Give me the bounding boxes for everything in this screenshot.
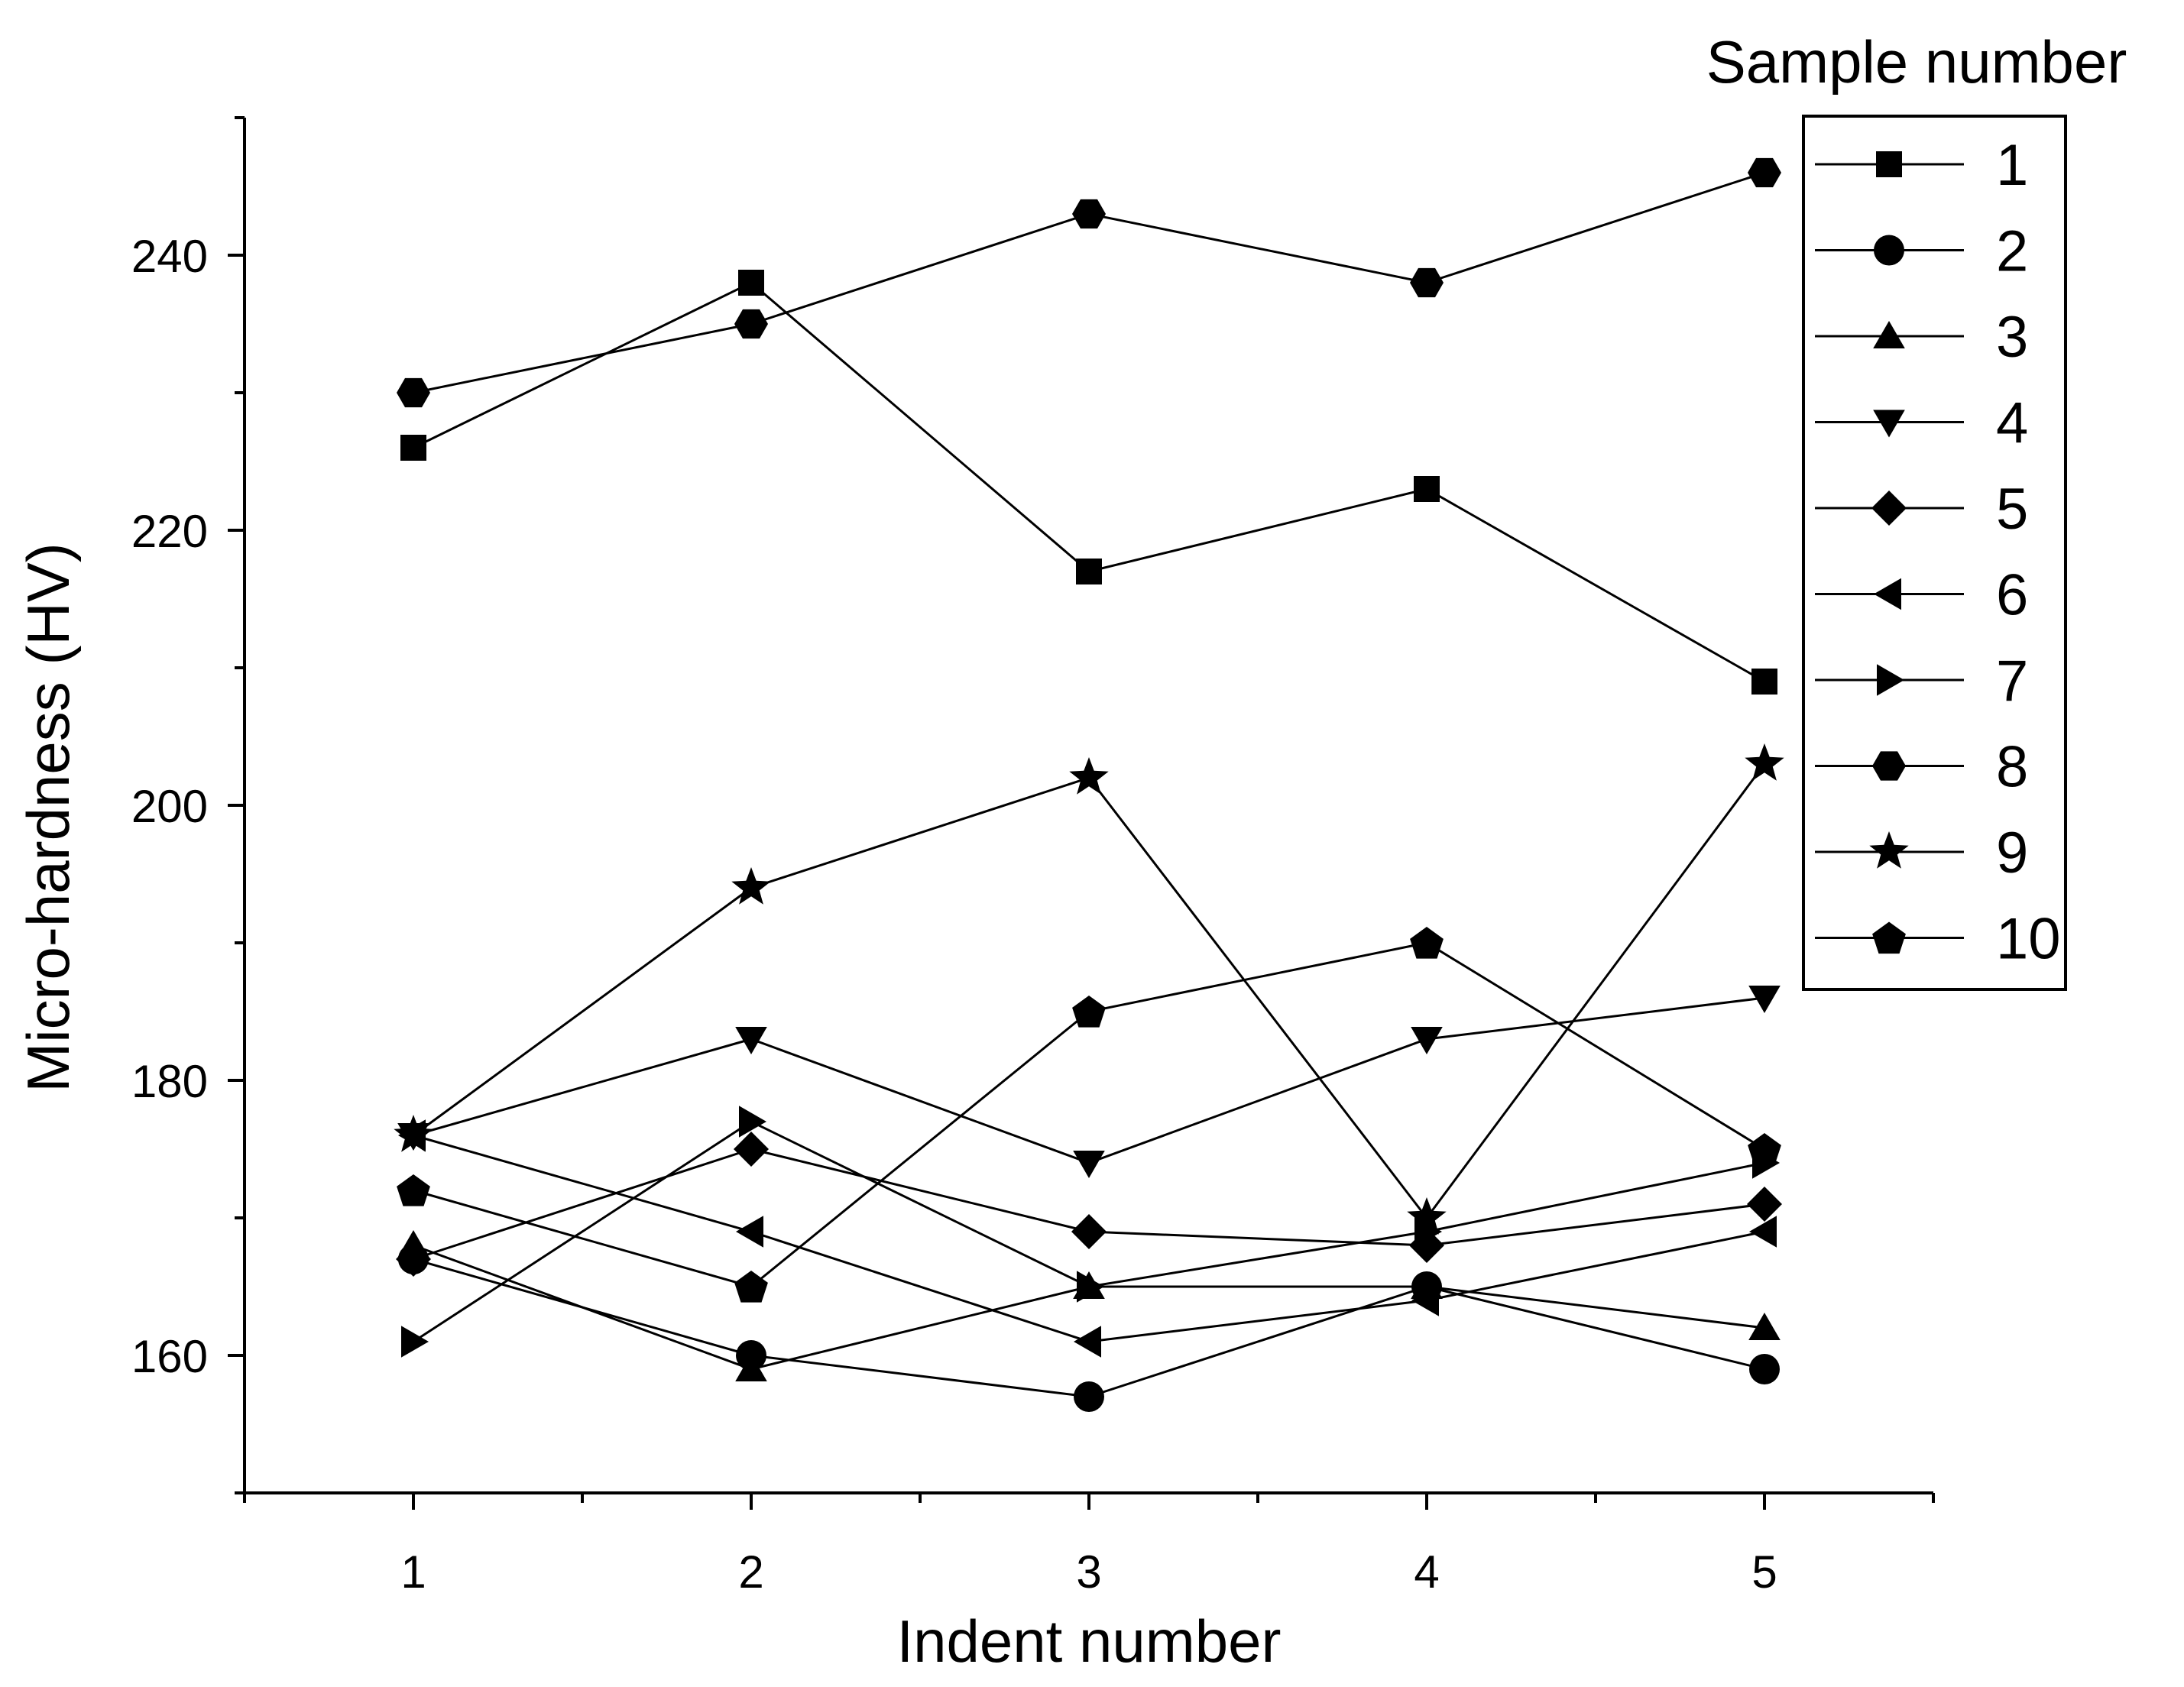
data-point xyxy=(1074,1326,1101,1358)
legend-marker xyxy=(1874,578,1901,610)
data-point xyxy=(396,1242,431,1277)
data-point xyxy=(734,1271,768,1303)
data-point xyxy=(1748,1133,1781,1165)
data-point xyxy=(734,1132,769,1167)
data-point xyxy=(1411,1284,1439,1316)
legend-marker xyxy=(1871,491,1907,526)
legend-label: 10 xyxy=(1996,907,2061,972)
legend-box xyxy=(1802,115,2067,991)
legend-label: 2 xyxy=(1996,219,2028,284)
legend-item-3: 3 xyxy=(1815,305,2028,370)
series-2 xyxy=(398,1244,1780,1412)
data-point xyxy=(397,1174,430,1206)
legend-item-5: 5 xyxy=(1815,477,2028,542)
legend-item-9: 9 xyxy=(1815,821,2028,886)
data-point xyxy=(736,1216,763,1248)
x-tick-label: 5 xyxy=(1751,1546,1777,1598)
series-10 xyxy=(397,927,1781,1303)
data-point xyxy=(1749,1216,1777,1248)
series-line xyxy=(413,281,1765,683)
x-tick-label: 1 xyxy=(400,1546,426,1598)
legend-marker xyxy=(1877,664,1904,696)
y-axis-label: Micro-hardness (HV) xyxy=(15,542,82,1092)
data-point xyxy=(1410,927,1444,959)
axes: 1 2 3 4 5 160 180 200 220 240 xyxy=(131,116,1935,1598)
legend-item-7: 7 xyxy=(1815,649,2028,714)
y-tick-label: 160 xyxy=(131,1331,208,1382)
legend-marker xyxy=(1873,321,1905,348)
series-line xyxy=(413,1244,1765,1371)
legend-title: Sample number xyxy=(1706,28,2127,96)
legend-label: 4 xyxy=(1996,391,2028,456)
legend-item-10: 10 xyxy=(1815,907,2061,972)
series-7 xyxy=(401,1106,1780,1358)
legend-marker xyxy=(1873,410,1905,438)
data-point xyxy=(739,1106,766,1138)
x-tick-label: 4 xyxy=(1414,1546,1439,1598)
series-1 xyxy=(400,270,1777,695)
legend-marker xyxy=(1872,751,1906,781)
legend-label: 7 xyxy=(1996,649,2028,714)
data-point xyxy=(1074,1381,1104,1412)
legend-marker xyxy=(1872,921,1906,954)
data-point xyxy=(394,1115,433,1152)
legend-label: 6 xyxy=(1996,563,2028,628)
y-tick-label: 180 xyxy=(131,1056,208,1107)
data-point xyxy=(738,270,764,296)
data-point xyxy=(1751,669,1777,695)
legend-label: 9 xyxy=(1996,821,2028,886)
data-point xyxy=(1073,1151,1105,1178)
legend-item-8: 8 xyxy=(1815,735,2028,800)
legend-item-4: 4 xyxy=(1815,391,2028,456)
data-point xyxy=(1411,1027,1443,1054)
data-point xyxy=(1077,1271,1104,1303)
x-tick-label: 2 xyxy=(738,1546,763,1598)
data-point xyxy=(1076,559,1102,584)
y-tick-label: 220 xyxy=(131,506,208,557)
legend-item-2: 2 xyxy=(1815,219,2028,284)
data-point xyxy=(1748,986,1781,1013)
data-point xyxy=(1414,476,1440,502)
legend-item-6: 6 xyxy=(1815,563,2028,628)
series-3 xyxy=(397,1230,1781,1381)
data-point xyxy=(1069,757,1109,795)
data-point xyxy=(735,1027,767,1054)
series-8 xyxy=(397,157,1781,408)
legend-item-1: 1 xyxy=(1815,133,2028,198)
data-point xyxy=(1748,157,1781,188)
data-point xyxy=(1071,1214,1107,1249)
data-point xyxy=(1745,743,1784,781)
data-point xyxy=(1747,1187,1782,1222)
legend-marker xyxy=(1874,235,1904,266)
series-line xyxy=(413,763,1766,1220)
legend-label: 3 xyxy=(1996,305,2028,370)
data-point xyxy=(1749,1354,1780,1384)
y-tick-label: 240 xyxy=(131,231,208,282)
data-point xyxy=(1407,1197,1447,1235)
legend-label: 8 xyxy=(1996,735,2028,800)
legend-label: 1 xyxy=(1996,133,2028,198)
legend-items: 1 2 3 4 5 6 7 8 9 10 xyxy=(1815,133,2061,972)
legend-marker xyxy=(1869,831,1909,869)
data-point xyxy=(401,1326,429,1358)
y-tick-label: 200 xyxy=(131,781,208,832)
data-point xyxy=(1748,1313,1781,1340)
legend-label: 5 xyxy=(1996,477,2028,542)
data-point xyxy=(1072,996,1106,1028)
data-point xyxy=(735,1354,767,1381)
data-point xyxy=(731,867,771,905)
data-point xyxy=(1410,267,1444,298)
legend-marker xyxy=(1876,151,1902,177)
series-9 xyxy=(394,743,1784,1235)
x-tick-label: 3 xyxy=(1076,1546,1101,1598)
data-point xyxy=(397,377,430,408)
legend: Sample number 1 2 3 4 5 6 7 8 9 10 xyxy=(1706,28,2127,991)
data-point xyxy=(734,309,768,339)
data-point xyxy=(400,435,426,461)
series-layer xyxy=(394,157,1784,1412)
data-point xyxy=(1072,199,1106,229)
x-axis-label: Indent number xyxy=(896,1608,1281,1675)
